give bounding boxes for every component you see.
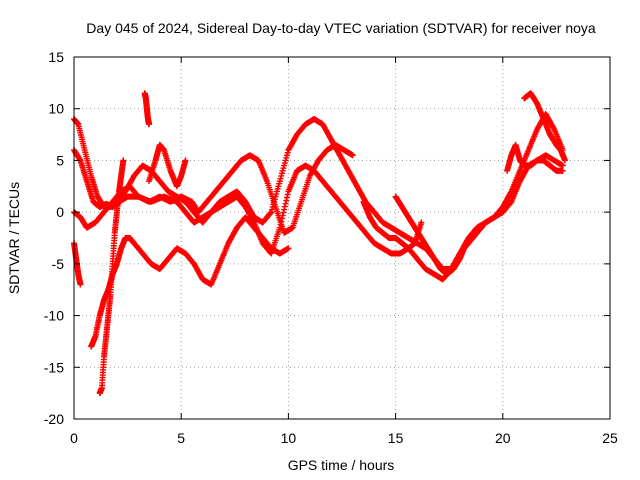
- data-point: [507, 189, 514, 196]
- data-point: [418, 219, 425, 226]
- data-point: [280, 209, 287, 216]
- data-point: [283, 194, 290, 201]
- data-point: [550, 125, 557, 132]
- series-track-g: [141, 90, 153, 128]
- data-point: [282, 200, 289, 207]
- y-tick-label: 5: [56, 152, 64, 168]
- y-tick-label: 0: [56, 204, 64, 220]
- series-track-j: [521, 90, 568, 164]
- x-tick-label: 0: [70, 430, 78, 446]
- y-tick-label: -20: [44, 411, 64, 427]
- data-point: [559, 162, 566, 169]
- series-track-c: [71, 141, 356, 236]
- y-tick-label: 10: [48, 101, 64, 117]
- data-point: [284, 191, 291, 198]
- data-points-layer: [71, 90, 568, 397]
- x-axis-label: GPS time / hours: [288, 457, 395, 473]
- data-point: [559, 167, 566, 174]
- data-point: [182, 157, 189, 164]
- series-track-h: [146, 141, 189, 190]
- data-point: [146, 121, 153, 128]
- series-track-f: [96, 157, 127, 397]
- series-track-d: [88, 214, 292, 350]
- x-tick-label: 5: [177, 430, 185, 446]
- data-point: [283, 197, 290, 204]
- y-tick-label: -10: [44, 308, 64, 324]
- y-tick-label: -15: [44, 359, 64, 375]
- data-point: [561, 157, 568, 164]
- data-point: [281, 203, 288, 210]
- y-tick-label: 15: [48, 49, 64, 65]
- data-point: [267, 210, 274, 217]
- x-tick-label: 20: [495, 430, 511, 446]
- data-point: [285, 245, 292, 252]
- series-track-k: [392, 193, 470, 278]
- series-track-l: [360, 198, 425, 252]
- x-tick-label: 25: [602, 430, 618, 446]
- data-point: [281, 206, 288, 213]
- x-tick-label: 10: [281, 430, 297, 446]
- x-tick-labels: 0 5 10 15 20 25: [70, 430, 618, 446]
- y-tick-labels: -20 -15 -10 -5 0 5 10 15: [44, 49, 64, 427]
- chart-title: Day 045 of 2024, Sidereal Day-to-day VTE…: [86, 20, 596, 36]
- y-axis-label: SDTVAR / TECUs: [6, 182, 22, 294]
- data-point: [120, 157, 127, 164]
- series-track-i: [504, 141, 566, 174]
- x-tick-label: 15: [388, 430, 404, 446]
- plot-frame: [73, 56, 611, 420]
- data-point: [349, 152, 356, 159]
- data-point: [77, 281, 84, 288]
- y-tick-label: -5: [52, 256, 65, 272]
- data-point: [463, 240, 470, 247]
- tick-marks-layer: [73, 56, 611, 420]
